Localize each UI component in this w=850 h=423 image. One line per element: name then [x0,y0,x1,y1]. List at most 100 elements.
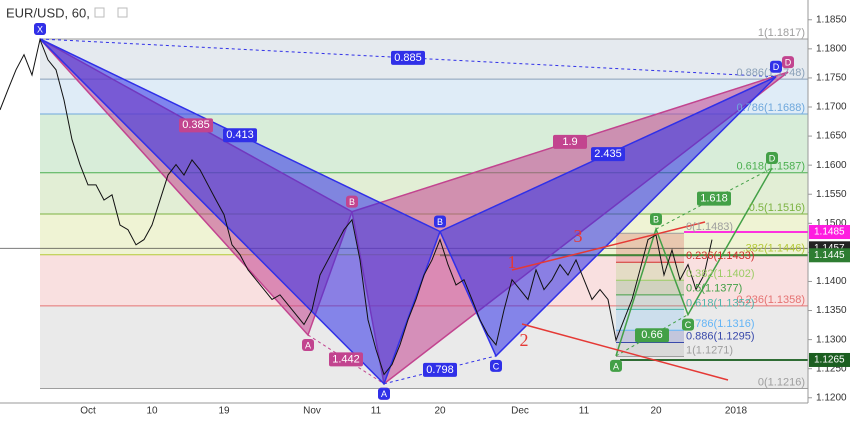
ratio-label: 0.885 [394,52,422,64]
price-tag [809,225,850,240]
point-marker [782,56,794,69]
point-label: D [773,62,780,72]
fib-label: 1(1.1271) [686,344,733,356]
price-tag [809,248,850,263]
ratio-box [635,328,669,343]
ratio-box [591,147,625,162]
point-marker [682,318,694,331]
point-marker [378,387,390,400]
y-tick-label: 1.1300 [816,334,847,345]
fib-label: 0.618(1.1352) [686,297,755,309]
ratio-leg [439,76,777,232]
ratio-label: 0.413 [226,129,254,141]
price-tag-label: 1.1485 [814,227,845,238]
y-tick-label: 1.1600 [816,160,847,171]
y-tick-label: 1.1250 [816,363,847,374]
fib-label: 0.236(1.1358) [737,294,806,306]
point-marker [766,152,778,165]
ratio-label: 2.435 [594,148,622,160]
point-marker [650,213,662,226]
ratio-leg [655,167,773,230]
point-label: A [381,389,387,399]
fib-band [616,294,684,310]
y-tick-label: 1.1800 [816,43,847,54]
price-line [0,37,713,376]
fib-label: .382(1.1446) [743,243,805,255]
overlay: 1(1.1817) 0.886(1.1748) 0.786(1.1688) 0.618… [34,14,850,417]
ratio-leg [39,38,441,232]
fib-label: 0.786(1.1688) [737,102,806,114]
y-tick-label: 1.1200 [816,392,847,403]
ratio-box [697,191,731,206]
ratio-box [329,352,363,367]
fib-label: 0.786(1.1316) [686,318,755,330]
ratio-leg [615,314,689,357]
point-marker [434,215,446,228]
trend-line [511,221,706,271]
x-tick-label: 20 [434,406,446,417]
ratio-leg [383,355,497,385]
wave-label: 1 [508,252,517,272]
x-tick-label: Dec [511,406,529,417]
y-tick-label: 1.1550 [816,189,847,200]
point-label: D [785,57,792,67]
y-tick-label: 1.1400 [816,276,847,287]
price-tag-label: 1.1445 [814,250,845,261]
point-marker [346,195,358,208]
x-tick-label: Nov [303,406,321,417]
fib-label: 0(1.1483) [686,221,733,233]
ratio-box [179,118,213,133]
chart-title: EUR/USD, 60, [6,5,90,20]
fib-label: 1(1.1817) [758,27,805,39]
ratio-label: 1.442 [332,353,360,365]
fib-label: 0.5(1.1377) [686,283,742,295]
fib-label: 0.618(1.1587) [737,161,806,173]
icon[interactable] [117,7,128,18]
fib-label: 0.886(1.1748) [737,67,806,79]
point-label: X [37,24,43,34]
price-tag-label: 1.1265 [814,355,845,366]
x-tick-label: 10 [146,406,158,417]
y-tick-label: 1.1650 [816,131,847,142]
point-label: C [685,320,692,330]
ratio-box [553,134,587,149]
point-marker [610,359,622,372]
fib-band [616,309,684,331]
trend-line [521,323,729,381]
ratio-label: 0.66 [641,329,662,341]
point-marker [302,338,314,351]
point-marker [770,60,782,73]
x-tick-label: Oct [80,406,96,417]
x-tick-label: 11 [371,406,382,417]
wave-label: 3 [574,226,583,246]
fib-label: 0.236(1.1433) [686,250,755,262]
ratio-label: 1.618 [700,192,728,204]
ratio-label: 1.9 [562,136,577,148]
x-tick-label: 11 [579,406,590,417]
y-tick-label: 1.1350 [816,305,847,316]
ratio-label: 0.798 [426,364,454,376]
plot [0,37,808,386]
pattern-line [615,167,773,357]
y-tick-label: 1.1700 [816,102,847,113]
point-label: B [349,197,355,207]
fib-label: 0.5(1.1516) [749,202,805,214]
y-tick-label: 1.1750 [816,73,847,84]
price-tag [809,352,850,367]
point-label: B [437,217,443,227]
y-tick-label: 1.1850 [816,14,847,25]
point-label: C [493,361,500,371]
point-marker [490,359,502,372]
y-tick-label: 1.1500 [816,218,847,229]
x-tick-label: 19 [218,406,230,417]
x-tick-label: 20 [650,406,662,417]
point-label: B [653,214,659,224]
fib-label: 0(1.1216) [758,376,805,388]
point-label: A [613,361,619,371]
ratio-box [391,50,425,65]
fib-band [616,280,684,295]
wave-label: 2 [520,330,529,350]
fib-label: 0.382(1.1402) [686,268,755,280]
ratio-label: 0.385 [182,119,210,131]
icon[interactable] [94,7,105,18]
